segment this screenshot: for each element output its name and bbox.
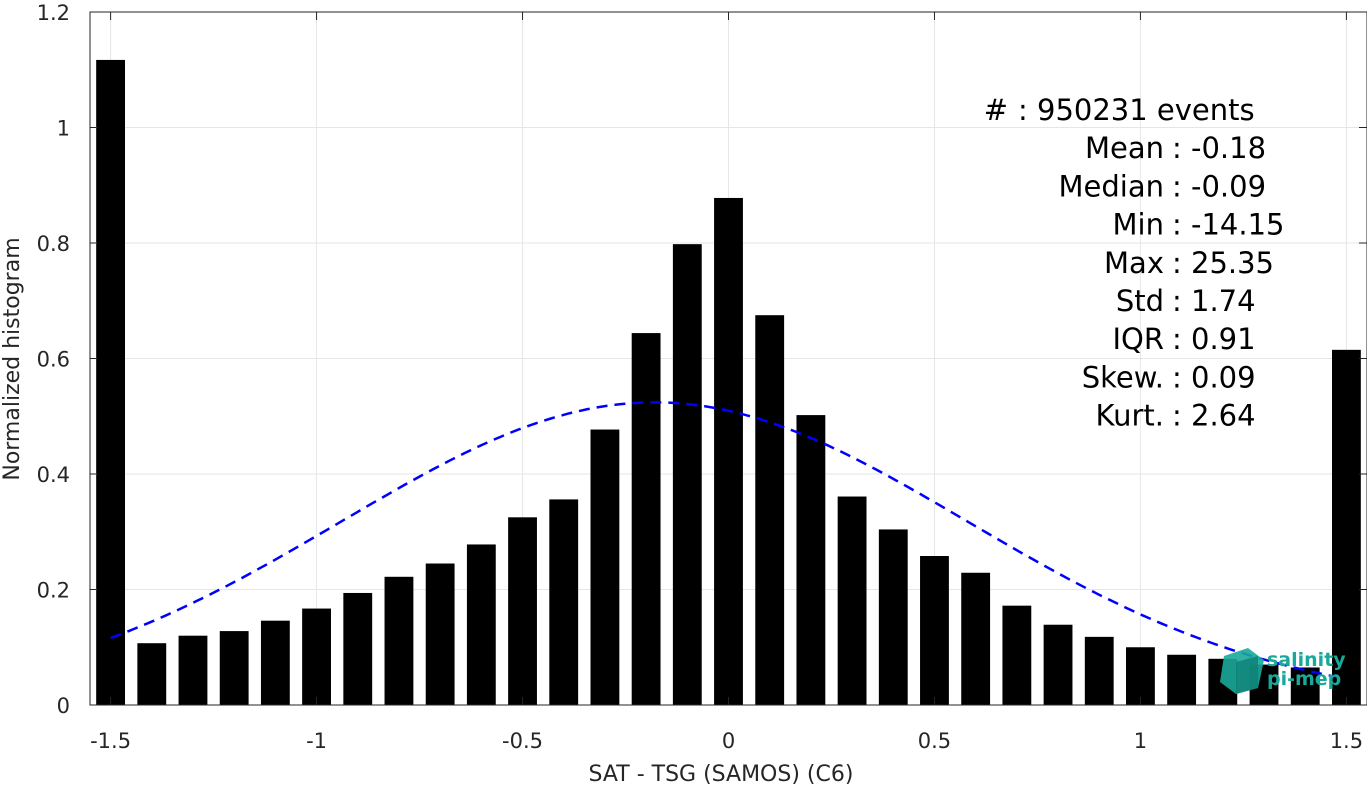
x-tick-label: 0.5 [918,729,951,753]
histogram-bars [96,59,1361,706]
x-tick-label: -1 [306,729,327,753]
x-tick-label: 1.5 [1330,729,1363,753]
histogram-bar [1043,624,1073,705]
histogram-bar [96,59,126,706]
histogram-bar [755,315,785,705]
stat-label: IQR [1112,322,1164,356]
histogram-bar [920,556,949,705]
histogram-bar [302,608,331,705]
histogram-bar [590,429,620,705]
histogram-bar [466,544,496,705]
y-tick-label: 0.2 [37,579,70,603]
stat-value: : -0.18 [1172,131,1266,165]
y-tick-label: 0 [57,694,70,718]
histogram-bar [1002,605,1032,705]
histogram-bar [1167,654,1197,705]
histogram-bar [714,197,743,705]
stat-label: Max [1104,246,1164,280]
stat-value: : 1.74 [1172,284,1256,318]
stat-label: Min [1113,208,1164,242]
histogram-bar [549,499,579,705]
histogram-bar [672,244,702,705]
stat-label: Kurt. [1096,399,1164,433]
stat-label: # [984,93,1008,127]
x-tick-label: 0 [722,729,735,753]
logo-line2: pi-mep [1267,668,1341,690]
histogram-bar [878,529,908,705]
logo-cube-shade [1236,656,1258,694]
histogram-bar [1331,349,1361,705]
histogram-bar [837,496,867,705]
stat-label: Skew. [1082,360,1164,394]
stat-label: Mean [1085,131,1164,165]
histogram-bar [1084,636,1114,705]
histogram-bar [137,643,167,705]
x-tick-label: 1 [1134,729,1147,753]
salinity-pi-mep-logo: salinity pi-mep [1220,648,1346,694]
x-axis-ticks: -1.5 -1 -0.5 0 0.5 1 1.5 [90,12,1363,753]
y-axis-label: Normalized histogram [0,237,25,480]
histogram-bar [219,631,249,705]
y-axis-ticks: 0 0.2 0.4 0.6 0.8 1 1.2 [37,1,1367,718]
histogram-bar [384,576,414,705]
y-tick-label: 0.4 [37,463,70,487]
y-tick-label: 1.2 [37,1,70,25]
stat-label: Std [1116,284,1164,318]
x-tick-label: -0.5 [502,729,543,753]
stat-value: : 2.64 [1172,399,1256,433]
stat-value: : -14.15 [1172,208,1284,242]
y-tick-label: 0.6 [37,348,70,372]
histogram-bar [1290,667,1320,705]
histogram-bar [796,415,826,705]
x-axis-label: SAT - TSG (SAMOS) (C6) [589,762,854,785]
histogram-bar [508,517,537,705]
x-tick-label: -1.5 [90,729,131,753]
stat-value: : 950231 events [1018,93,1255,127]
histogram-bar [961,572,991,705]
stat-value: : 25.35 [1172,246,1274,280]
y-tick-label: 0.8 [37,232,70,256]
stat-value: : -0.09 [1172,169,1266,203]
stat-label: Median [1059,169,1164,203]
histogram-bar [1126,647,1155,705]
normal-fit-curve [110,401,1347,680]
histogram-bar [178,635,208,705]
stat-value: : 0.91 [1172,322,1256,356]
histogram-bar [631,333,661,705]
logo-line1: salinity [1267,649,1346,671]
histogram-bar [260,620,290,705]
y-tick-label: 1 [57,117,70,141]
histogram-bar [343,592,373,705]
histogram-bar [425,563,455,705]
stat-value: : 0.09 [1172,360,1256,394]
